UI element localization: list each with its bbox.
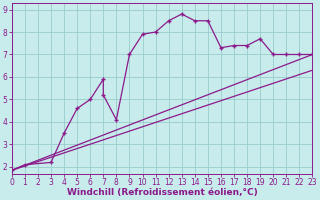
- X-axis label: Windchill (Refroidissement éolien,°C): Windchill (Refroidissement éolien,°C): [67, 188, 258, 197]
